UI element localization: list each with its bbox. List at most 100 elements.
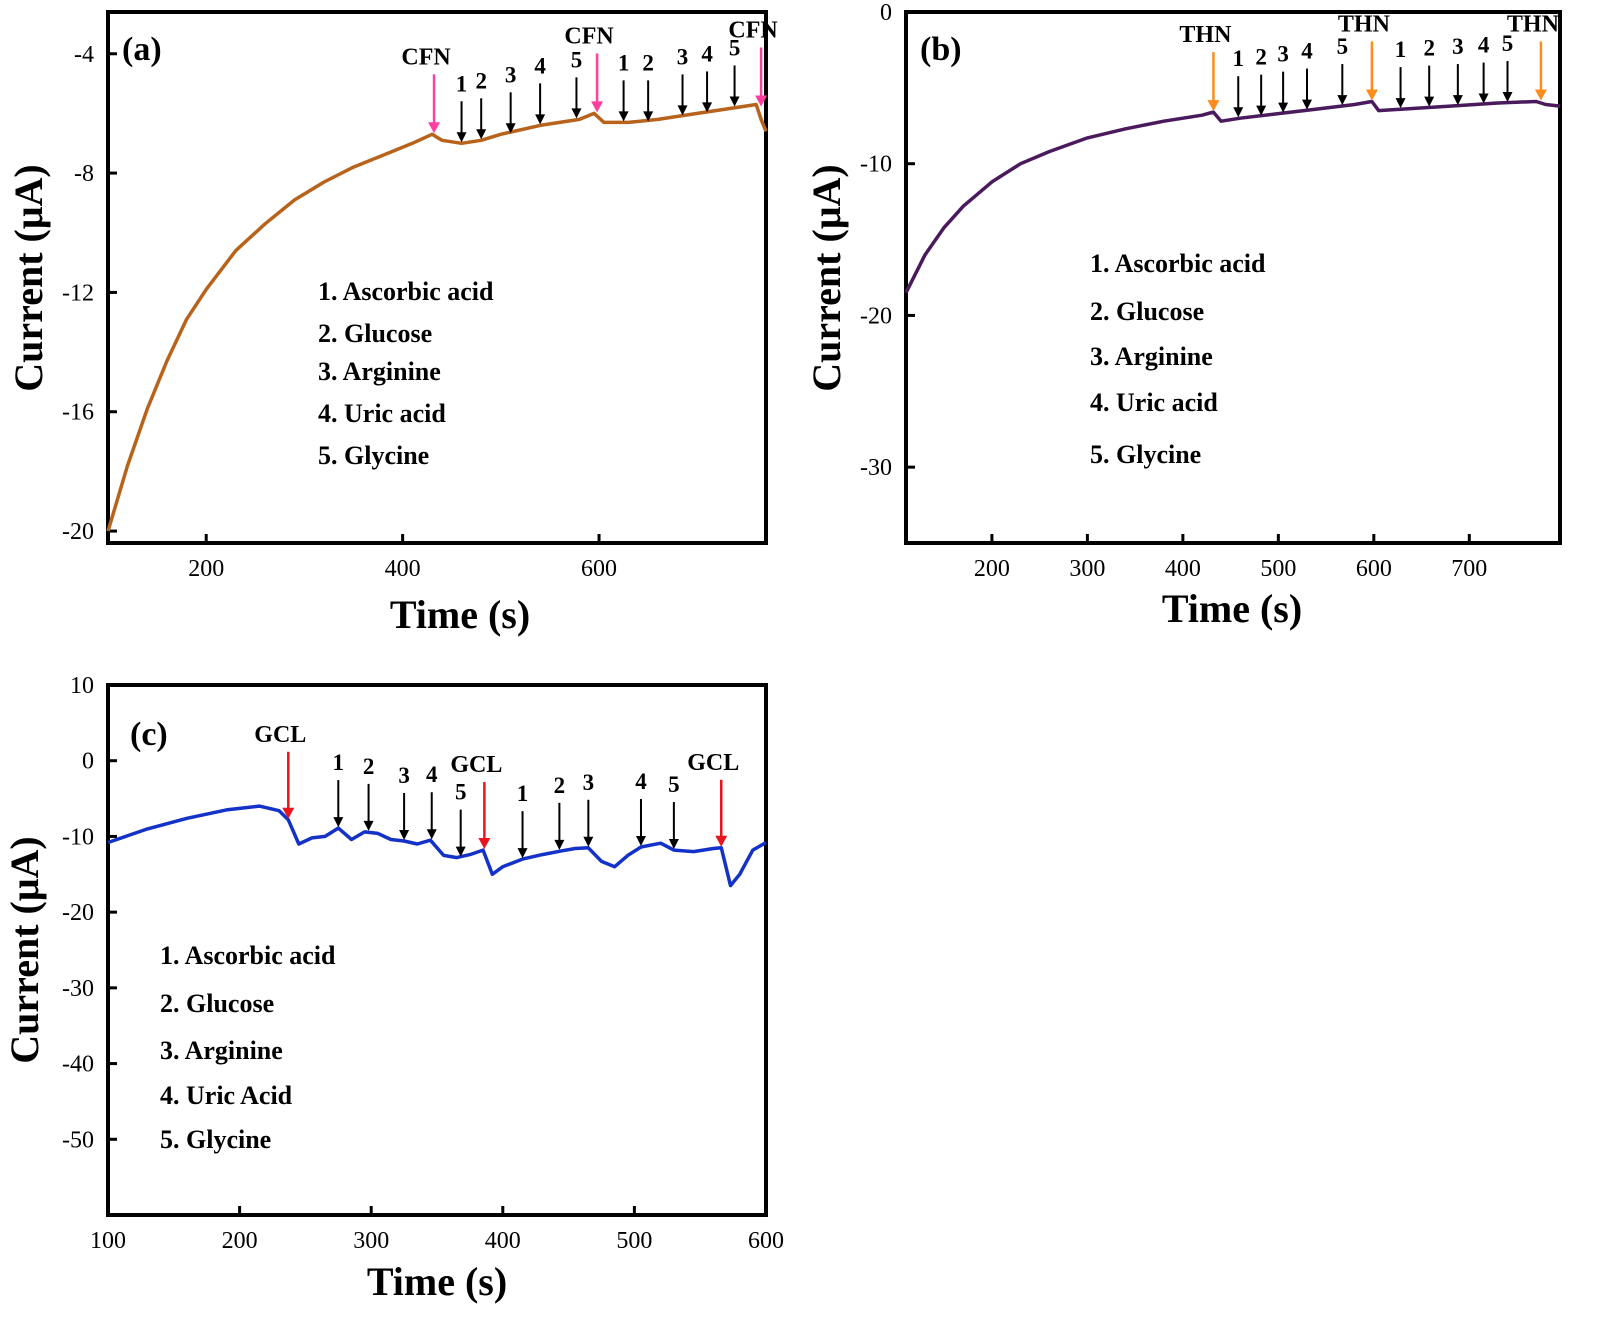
analyte-arrow-head bbox=[1278, 102, 1289, 113]
analyte-label: 2 bbox=[1423, 36, 1435, 61]
analyte-arrow-head bbox=[668, 839, 679, 850]
analyte-arrow-head bbox=[1233, 107, 1244, 118]
legend-item: 3. Arginine bbox=[318, 357, 441, 386]
analyte-arrow-head bbox=[635, 836, 646, 847]
marker-label: GCL bbox=[687, 750, 739, 776]
x-tick-label: 200 bbox=[974, 556, 1010, 582]
y-tick-label: -30 bbox=[860, 455, 892, 481]
x-tick-label: 100 bbox=[90, 1228, 126, 1254]
marker-arrow-head bbox=[282, 807, 295, 819]
marker-arrow-head bbox=[478, 838, 491, 850]
analyte-label: 5 bbox=[729, 35, 741, 60]
marker-arrow-head bbox=[1207, 100, 1220, 112]
analyte-arrow-head bbox=[571, 108, 582, 119]
y-tick-label: -10 bbox=[62, 824, 94, 850]
marker-label: THN bbox=[1179, 22, 1232, 48]
legend-item: 5. Glycine bbox=[318, 441, 429, 470]
analyte-arrow-head bbox=[554, 839, 565, 850]
analyte-arrow-head bbox=[702, 102, 713, 113]
y-tick-label: 10 bbox=[70, 673, 94, 699]
analyte-arrow-head bbox=[1478, 93, 1489, 104]
legend-item: 2. Glucose bbox=[1090, 297, 1204, 326]
analyte-label: 3 bbox=[398, 763, 410, 788]
analyte-label: 3 bbox=[1277, 42, 1289, 67]
x-tick-label: 300 bbox=[353, 1228, 389, 1254]
analyte-label: 2 bbox=[475, 68, 487, 93]
x-tick-label: 500 bbox=[616, 1228, 652, 1254]
marker-arrow-head bbox=[1534, 89, 1547, 101]
marker-label: THN bbox=[1507, 12, 1560, 38]
legend-item: 1. Ascorbic acid bbox=[1090, 249, 1266, 278]
y-tick-label: -20 bbox=[62, 519, 94, 545]
panel-label: (b) bbox=[920, 31, 962, 68]
x-tick-label: 700 bbox=[1451, 556, 1487, 582]
analyte-label: 4 bbox=[1478, 33, 1490, 58]
analyte-label: 1 bbox=[456, 71, 468, 96]
y-tick-label: -4 bbox=[74, 42, 94, 68]
analyte-label: 3 bbox=[1452, 34, 1464, 59]
legend-item: 2. Glucose bbox=[160, 989, 274, 1018]
analyte-arrow-head bbox=[426, 829, 437, 840]
analyte-arrow-head bbox=[643, 111, 654, 122]
analyte-arrow-head bbox=[535, 114, 546, 125]
x-tick-label: 500 bbox=[1260, 556, 1296, 582]
analyte-label: 4 bbox=[701, 41, 713, 66]
marker-arrow-head bbox=[715, 835, 728, 847]
x-tick-label: 400 bbox=[1165, 556, 1201, 582]
y-tick-label: -20 bbox=[860, 303, 892, 329]
marker-label: CFN bbox=[401, 44, 451, 70]
legend-item: 4. Uric Acid bbox=[160, 1081, 293, 1110]
analyte-label: 2 bbox=[1255, 45, 1267, 70]
y-tick-label: 0 bbox=[82, 749, 94, 775]
x-tick-label: 600 bbox=[1356, 556, 1392, 582]
marker-label: GCL bbox=[254, 722, 306, 748]
series-line bbox=[106, 102, 768, 532]
marker-arrow-head bbox=[428, 122, 441, 134]
marker-arrow-head bbox=[755, 95, 768, 107]
x-tick-label: 600 bbox=[748, 1228, 784, 1254]
legend-item: 1. Ascorbic acid bbox=[160, 941, 336, 970]
plot-frame bbox=[106, 10, 768, 545]
x-tick-label: 200 bbox=[222, 1228, 258, 1254]
legend-item: 3. Arginine bbox=[1090, 342, 1213, 371]
x-axis-title: Time (s) bbox=[367, 1259, 507, 1304]
series-line bbox=[904, 99, 1561, 294]
y-tick-label: -12 bbox=[62, 280, 94, 306]
analyte-label: 2 bbox=[554, 773, 566, 798]
analyte-label: 1 bbox=[1395, 37, 1407, 62]
series-line bbox=[107, 804, 767, 888]
analyte-label: 3 bbox=[677, 44, 689, 69]
legend-item: 2. Glucose bbox=[318, 319, 432, 348]
analyte-label: 4 bbox=[426, 762, 438, 787]
x-axis-title: Time (s) bbox=[390, 592, 530, 637]
analyte-arrow-head bbox=[505, 123, 516, 134]
analyte-arrow-head bbox=[1502, 92, 1513, 103]
analyte-arrow-head bbox=[333, 817, 344, 828]
analyte-arrow-head bbox=[476, 129, 487, 140]
marker-label: THN bbox=[1338, 12, 1391, 38]
panel-label: (c) bbox=[130, 716, 168, 753]
y-axis-title: Current (μA) bbox=[6, 164, 51, 391]
x-axis-title: Time (s) bbox=[1162, 586, 1302, 631]
legend-item: 4. Uric acid bbox=[1090, 388, 1218, 417]
y-tick-label: -8 bbox=[74, 161, 94, 187]
analyte-arrow-head bbox=[1424, 96, 1435, 107]
plot-frame bbox=[904, 10, 1562, 545]
analyte-arrow-head bbox=[399, 829, 410, 840]
analyte-arrow-head bbox=[363, 820, 374, 831]
analyte-label: 5 bbox=[1337, 34, 1349, 59]
y-tick-label: -20 bbox=[62, 900, 94, 926]
analyte-arrow-head bbox=[1452, 95, 1463, 106]
analyte-arrow-head bbox=[517, 848, 528, 859]
y-tick-label: -40 bbox=[62, 1052, 94, 1078]
analyte-arrow-head bbox=[1395, 98, 1406, 109]
x-tick-label: 600 bbox=[581, 556, 617, 582]
marker-label: CFN bbox=[728, 17, 778, 43]
analyte-label: 2 bbox=[642, 50, 654, 75]
legend-item: 3. Arginine bbox=[160, 1036, 283, 1065]
marker-arrow-head bbox=[591, 101, 604, 113]
analyte-arrow-head bbox=[455, 846, 466, 857]
analyte-arrow-head bbox=[1337, 95, 1348, 106]
